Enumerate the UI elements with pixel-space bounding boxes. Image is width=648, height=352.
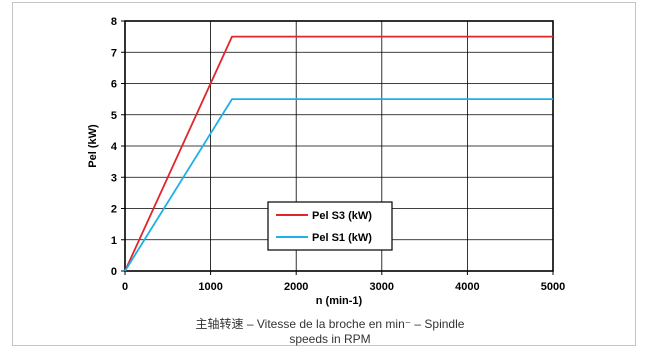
y-tick-label: 1 xyxy=(111,235,117,247)
legend-label-s3: Pel S3 (kW) xyxy=(312,210,372,222)
y-tick-label: 7 xyxy=(111,47,117,59)
series-lines xyxy=(124,35,553,272)
x-tick-label: 0 xyxy=(122,281,128,293)
y-tick-label: 4 xyxy=(111,141,118,153)
x-tick-label: 3000 xyxy=(370,281,394,293)
y-tick-label: 3 xyxy=(111,172,117,184)
legend-label-s1: Pel S1 (kW) xyxy=(312,232,372,244)
y-tick-label: 5 xyxy=(111,110,117,122)
x-tick-label: 5000 xyxy=(541,281,565,293)
y-axis-title: Pel (kW) xyxy=(87,124,99,168)
chart-frame xyxy=(12,2,636,346)
series-line-s3 xyxy=(124,35,553,272)
x-tick-label: 4000 xyxy=(455,281,479,293)
y-tick-label: 6 xyxy=(111,79,117,91)
y-tick-label: 8 xyxy=(111,16,117,28)
y-tick-label: 2 xyxy=(111,204,117,216)
caption: 主轴转速 – Vitesse de la broche en min⁻ – Sp… xyxy=(150,317,510,347)
legend-box xyxy=(267,201,393,251)
x-tick-label: 2000 xyxy=(284,281,308,293)
legend: Pel S3 (kW) Pel S1 (kW) xyxy=(267,201,393,251)
caption-line-1: 主轴转速 – Vitesse de la broche en min⁻ – Sp… xyxy=(195,317,465,331)
x-axis-title: n (min-1) xyxy=(316,295,363,307)
caption-line-2: speeds in RPM xyxy=(289,332,371,346)
axis-ticks: 0 1000 2000 3000 4000 5000 0 1 2 3 4 5 6 7 8 xyxy=(111,16,565,293)
x-tick-label: 1000 xyxy=(198,281,222,293)
y-tick-label: 0 xyxy=(111,266,117,278)
series-line-s1 xyxy=(124,98,553,272)
